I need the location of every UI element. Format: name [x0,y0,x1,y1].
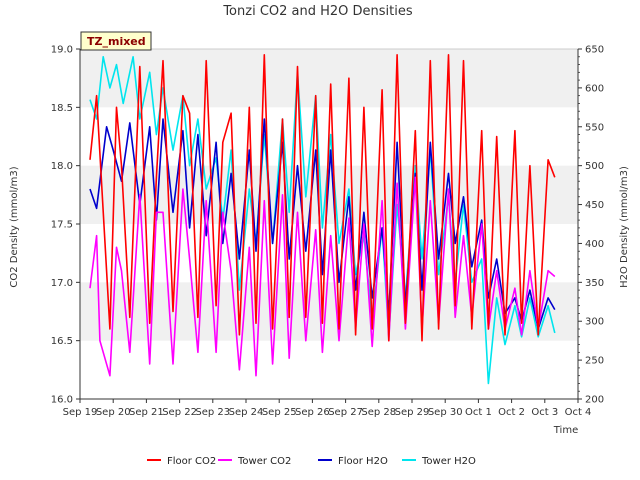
y-right-tick-label: 200 [585,395,604,406]
legend-label: Tower H2O [421,456,476,467]
x-tick-label: Sep 23 [195,407,230,418]
x-tick-label: Oct 2 [498,407,525,418]
x-tick-label: Sep 19 [63,407,98,418]
y-axis-right-title: H2O Density (mmol/m3) [619,166,630,288]
series-layer [89,53,556,385]
series-line-tower-co2 [89,176,556,377]
series-line-floor-co2 [89,53,556,342]
x-tick-label: Sep 27 [328,407,363,418]
y-right-tick-label: 450 [585,200,604,211]
y-left-tick-label: 18.0 [51,161,73,172]
y-axis-left: 16.0 16.5 17.0 17.5 18.0 18.5 19.0 [51,45,81,406]
y-axis-left-title: CO2 Density (mmol/m3) [9,166,20,287]
chart-title: Tonzi CO2 and H2O Densities [222,4,413,19]
y-left-tick-label: 17.5 [51,220,73,231]
y-right-tick-label: 550 [585,122,604,133]
x-tick-label: Sep 29 [395,407,430,418]
dataset-badge: TZ_mixed [80,31,152,51]
x-tick-label: Oct 1 [465,407,492,418]
x-tick-label: Oct 3 [531,407,558,418]
x-tick-label: Oct 4 [565,407,592,418]
y-axis-right: 200 250 300 350 400 450 500 550 600 650 [577,45,604,406]
x-tick-label: Sep 30 [428,407,463,418]
grid-band [80,49,578,108]
x-tick-label: Sep 28 [361,407,396,418]
y-right-tick-label: 350 [585,278,604,289]
x-tick-label: Sep 24 [229,407,264,418]
y-left-tick-label: 16.0 [51,395,73,406]
y-right-tick-label: 250 [585,356,604,367]
y-right-tick-label: 400 [585,239,604,250]
y-left-tick-label: 16.5 [51,336,73,347]
y-left-tick-label: 19.0 [51,45,73,56]
y-left-tick-label: 17.0 [51,278,73,289]
x-tick-label: Sep 21 [129,407,164,418]
legend-label: Floor CO2 [167,456,216,467]
dataset-badge-label: TZ_mixed [87,35,146,48]
y-right-tick-label: 300 [585,317,604,328]
y-right-tick-label: 650 [585,45,604,56]
y-left-tick-label: 18.5 [51,103,73,114]
x-tick-label: Sep 26 [295,407,330,418]
y-right-tick-label: 600 [585,83,604,94]
x-tick-label: Sep 25 [262,407,297,418]
legend-label: Floor H2O [338,456,388,467]
x-tick-label: Sep 22 [162,407,197,418]
x-axis-title: Time [553,425,578,436]
legend: Floor CO2 Tower CO2 Floor H2O Tower H2O [147,456,476,467]
y-right-tick-label: 500 [585,161,604,172]
x-tick-label: Sep 20 [96,407,131,418]
legend-label: Tower CO2 [237,456,291,467]
